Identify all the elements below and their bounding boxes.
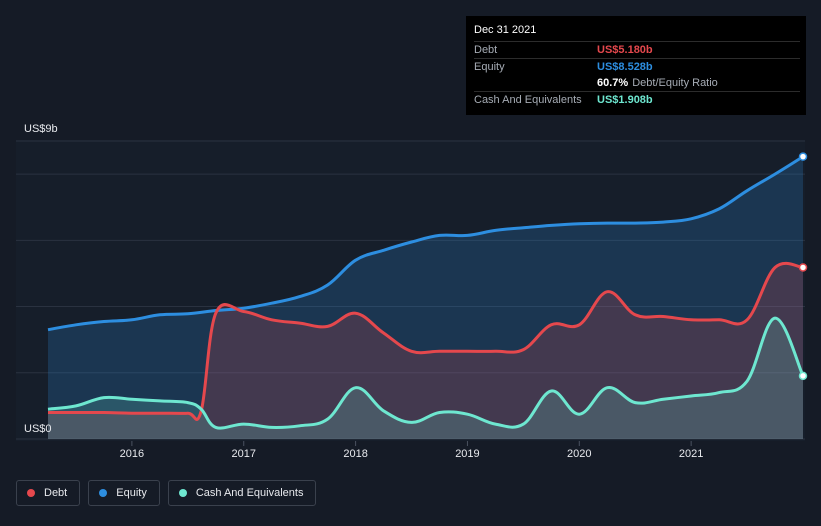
x-tick-label-2016: 2016	[120, 448, 144, 460]
tooltip-row-ratio: 60.7% Debt/Equity Ratio	[474, 75, 800, 91]
x-tick-label-2017: 2017	[231, 448, 255, 460]
tooltip-row-equity: Equity US$8.528b	[474, 58, 800, 75]
legend-toggle-cash[interactable]: Cash And Equivalents	[167, 480, 317, 506]
cash-and-equivalents-area	[48, 318, 803, 439]
legend-dot-cash	[178, 489, 187, 497]
y-tick-label-min: US$0	[24, 423, 52, 435]
equity-area	[48, 156, 803, 439]
x-tick-label-2019: 2019	[455, 448, 479, 460]
debt-line	[48, 261, 804, 421]
chart-legend: Debt Equity Cash And Equivalents	[16, 480, 317, 506]
series-end-markers	[798, 152, 808, 381]
tooltip-ratio-label: Debt/Equity Ratio	[632, 77, 718, 89]
series-areas	[48, 156, 803, 439]
x-tick-label-2021: 2021	[679, 448, 703, 460]
equity-line	[47, 155, 804, 332]
tooltip-row-debt: Debt US$5.180b	[474, 41, 800, 58]
x-axis-ticks: 2016 2017 2018 2019 2020 2021	[120, 441, 703, 460]
tooltip-equity-label: Equity	[474, 61, 505, 73]
equity-end-marker	[798, 152, 808, 161]
legend-toggle-equity[interactable]: Equity	[88, 480, 160, 506]
cash-and-equivalents-end-marker	[798, 371, 808, 381]
tooltip-debt-value: US$5.180b	[597, 44, 653, 56]
data-tooltip: Dec 31 2021 Debt US$5.180b Equity US$8.5…	[466, 16, 806, 115]
tooltip-ratio-value: 60.7%	[597, 77, 629, 89]
cash-and-equivalents-line	[47, 316, 805, 430]
debt-end-marker	[798, 263, 808, 272]
x-tick-label-2018: 2018	[343, 448, 367, 460]
legend-dot-equity	[99, 489, 108, 497]
x-tick-label-2020: 2020	[567, 448, 591, 460]
gridlines	[16, 140, 805, 440]
tooltip-date: Dec 31 2021	[474, 24, 537, 36]
series-lines	[47, 155, 805, 430]
legend-label-debt: Debt	[44, 487, 68, 499]
debt-area	[48, 263, 803, 439]
legend-dot-debt	[27, 489, 35, 497]
tooltip-row-cash: Cash And Equivalents US$1.908b	[474, 91, 800, 108]
y-tick-label-max: US$9b	[24, 123, 58, 135]
legend-toggle-debt[interactable]: Debt	[16, 480, 81, 506]
tooltip-cash-value: US$1.908b	[597, 94, 653, 106]
tooltip-cash-label: Cash And Equivalents	[474, 94, 582, 106]
tooltip-debt-label: Debt	[474, 44, 498, 56]
plot-background	[16, 140, 805, 441]
legend-label-equity: Equity	[116, 487, 147, 499]
legend-label-cash: Cash And Equivalents	[195, 487, 304, 499]
tooltip-equity-value: US$8.528b	[597, 61, 653, 73]
